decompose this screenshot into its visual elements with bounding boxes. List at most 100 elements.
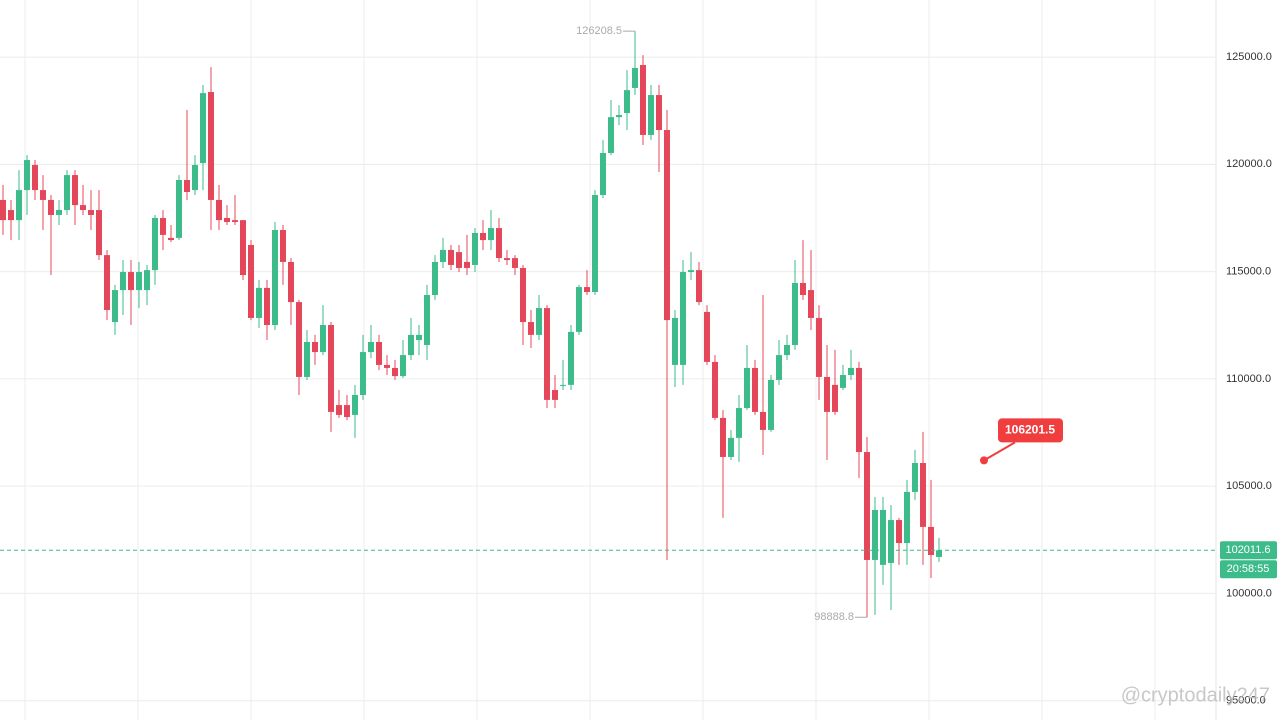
candle-body xyxy=(184,180,190,193)
low-label: 98888.8 xyxy=(814,611,854,623)
candle-body xyxy=(16,190,22,221)
candle-body xyxy=(784,344,790,356)
candle-body xyxy=(8,210,14,221)
candle-body xyxy=(832,384,838,412)
candle-body xyxy=(328,325,334,412)
candle-body xyxy=(312,341,318,353)
candle-body xyxy=(272,229,278,326)
candle-body xyxy=(80,205,86,211)
candle-body xyxy=(552,390,558,400)
candle-body xyxy=(24,160,30,191)
candle-body xyxy=(216,199,222,221)
candle-body xyxy=(200,93,206,164)
candle-body xyxy=(176,180,182,238)
candle-body xyxy=(320,325,326,353)
watermark: @cryptodaily247 xyxy=(1121,684,1270,706)
candle-body xyxy=(600,152,606,196)
candle-body xyxy=(928,526,934,556)
candle-body xyxy=(752,367,758,412)
candle-body xyxy=(64,175,70,211)
candle-body xyxy=(792,282,798,345)
candle-body xyxy=(920,462,926,527)
candle-body xyxy=(712,361,718,418)
candle-body xyxy=(880,509,886,565)
candle-body xyxy=(152,217,158,271)
candle-body xyxy=(648,95,654,135)
y-tick-label: 110000.0 xyxy=(1226,373,1271,385)
candle-body xyxy=(32,164,38,191)
candle-body xyxy=(472,232,478,265)
candle-body xyxy=(624,90,630,114)
candle-body xyxy=(512,258,518,268)
candle-body xyxy=(664,130,670,321)
candle-body xyxy=(632,68,638,88)
candle-body xyxy=(360,352,366,395)
y-tick-label: 125000.0 xyxy=(1226,51,1272,63)
high-label: 126208.5 xyxy=(576,25,622,37)
candle-body xyxy=(136,272,142,291)
candle-body xyxy=(336,405,342,415)
candle-body xyxy=(616,114,622,118)
candle-body xyxy=(856,367,862,453)
candle-body xyxy=(608,117,614,153)
candle-body xyxy=(456,252,462,268)
candle-body xyxy=(392,367,398,377)
candle-body xyxy=(248,245,254,318)
candle-body xyxy=(872,509,878,560)
candle-body xyxy=(520,267,526,323)
candle-body xyxy=(848,367,854,376)
y-tick-label: 95000.0 xyxy=(1226,695,1266,707)
candle-body xyxy=(744,367,750,409)
candle-body xyxy=(696,270,702,303)
candle-body xyxy=(400,355,406,377)
candle-body xyxy=(536,308,542,335)
candle-body xyxy=(720,417,726,457)
candle-body xyxy=(280,229,286,262)
candle-body xyxy=(384,364,390,368)
alert-connector xyxy=(983,441,1016,462)
candle-body xyxy=(864,452,870,560)
candle-body xyxy=(192,164,198,191)
candle-body xyxy=(544,308,550,400)
candle-body xyxy=(88,210,94,215)
candle-body xyxy=(232,220,238,223)
candle-body xyxy=(256,287,262,318)
candle-body xyxy=(408,334,414,356)
candle-body xyxy=(304,341,310,377)
current-price-label: 102011.6 xyxy=(1225,544,1270,556)
candle-body xyxy=(568,331,574,385)
candle-body xyxy=(352,394,358,415)
y-tick-label: 120000.0 xyxy=(1226,158,1272,170)
alert-dot xyxy=(980,456,988,465)
countdown-box xyxy=(1220,560,1277,579)
candle-body xyxy=(936,550,942,557)
candle-body xyxy=(128,272,134,291)
candle-body xyxy=(296,302,302,377)
candle-body xyxy=(72,175,78,206)
countdown-label: 20:58:55 xyxy=(1227,563,1270,575)
candle-body xyxy=(488,228,494,241)
y-tick-label: 115000.0 xyxy=(1226,266,1271,278)
candle-body xyxy=(424,294,430,345)
current-price-box xyxy=(1220,541,1277,560)
candle-body xyxy=(736,408,742,438)
candle-body xyxy=(0,199,6,221)
candle-body xyxy=(768,379,774,430)
candle-body xyxy=(888,520,894,563)
candle-body xyxy=(824,376,830,412)
y-tick-label: 105000.0 xyxy=(1226,480,1272,492)
candle-body xyxy=(144,270,150,291)
y-tick-label: 100000.0 xyxy=(1226,587,1272,599)
candle-body xyxy=(760,411,766,430)
candle-body xyxy=(800,282,806,295)
candle-body xyxy=(656,95,662,131)
candle-body xyxy=(240,220,246,276)
candle-body xyxy=(344,405,350,418)
candle-body xyxy=(104,255,110,311)
candle-body xyxy=(904,491,910,544)
candle-body xyxy=(96,210,102,256)
candle-body xyxy=(680,272,686,365)
candle-body xyxy=(576,287,582,332)
candle-body xyxy=(584,287,590,292)
